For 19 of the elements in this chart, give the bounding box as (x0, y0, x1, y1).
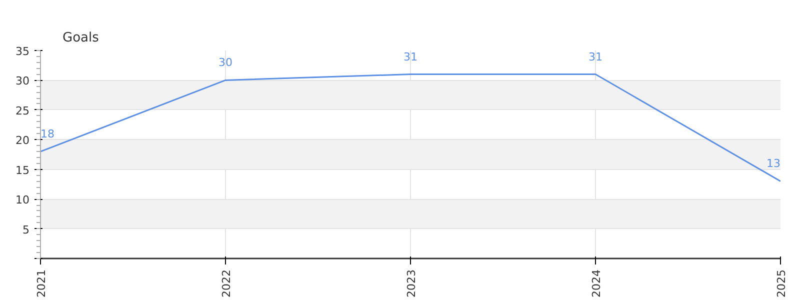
data-label: 18 (40, 128, 54, 141)
data-label: 13 (766, 157, 781, 170)
data-label: 30 (218, 56, 232, 70)
y-tick-label: 10 (16, 194, 30, 207)
y-tick-label: 35 (16, 45, 30, 58)
x-tick-label: 2024 (590, 269, 603, 298)
y-tick-label: 15 (16, 164, 30, 177)
y-tick-label: 5 (22, 223, 30, 236)
y-tick-label: 25 (16, 104, 30, 118)
x-tick-label: 2023 (405, 269, 418, 298)
y-axis-title: Goals (62, 30, 100, 46)
data-label: 31 (404, 50, 418, 64)
data-label: 31 (588, 50, 602, 64)
y-tick-label: 20 (16, 134, 30, 148)
y-tick-label: 30 (16, 74, 30, 88)
x-tick-label: 2021 (35, 269, 48, 298)
line-series (40, 74, 780, 182)
x-tick-label: 2022 (220, 269, 233, 298)
x-tick-label: 2025 (775, 269, 788, 298)
